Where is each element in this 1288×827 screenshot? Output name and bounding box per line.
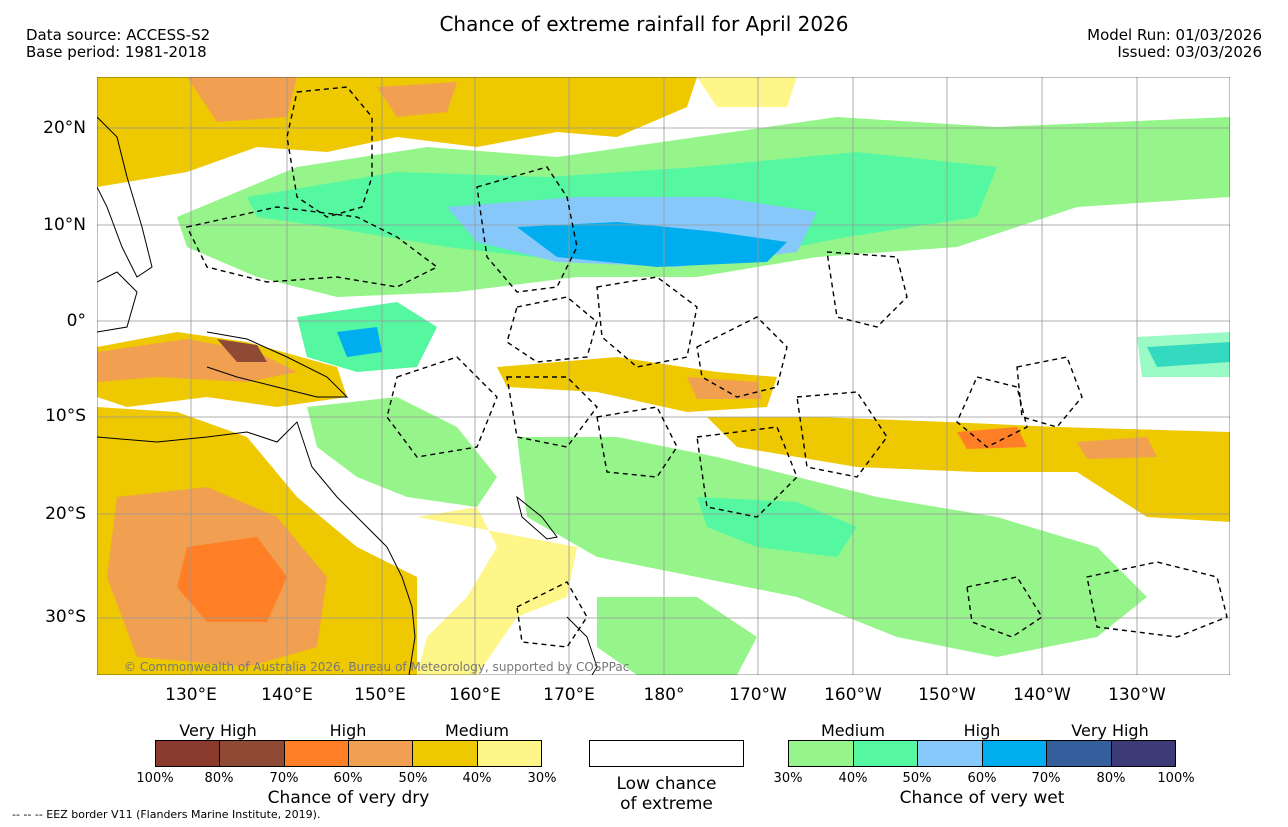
lat-label-20n: 20°N [43, 118, 86, 138]
lat-label-20s: 20°S [45, 504, 86, 524]
dry-category-high: High [329, 721, 367, 740]
wet-swatch [982, 741, 1047, 766]
new-guinea-coast [206, 331, 349, 398]
dry-pct-tick: 100% [136, 771, 174, 786]
wet-region-itcz-core [517, 222, 787, 267]
dry-pct-tick: 70% [269, 771, 299, 786]
lon-label-130w: 130°W [1108, 685, 1166, 705]
wet-region-south-teal [697, 497, 857, 557]
data-source: Data source: ACCESS-S2 [26, 26, 211, 44]
lon-label-160e: 160°E [449, 685, 501, 705]
model-run: Model Run: 01/03/2026 [1087, 26, 1262, 44]
issued-date: Issued: 03/03/2026 [1117, 43, 1262, 61]
borneo-coast [97, 271, 138, 333]
wet-swatch [1047, 741, 1112, 766]
wet-regions [177, 117, 1230, 675]
low-chance-line1: Low chance [616, 774, 717, 794]
coastlines [97, 116, 598, 675]
eez-borders [185, 86, 1228, 648]
dry-swatch [220, 741, 285, 766]
dry-regions [97, 77, 1230, 675]
lat-label-0: 0° [66, 311, 86, 331]
dry-region-east-orange [957, 427, 1027, 449]
graticule [97, 77, 1230, 675]
wet-region-bismarck-blue [337, 327, 382, 357]
philippines-coast [97, 116, 153, 278]
copyright: © Commonwealth of Australia 2026, Bureau… [124, 660, 629, 674]
wet-category-high: High [963, 721, 1001, 740]
dry-pct-tick: 80% [204, 771, 234, 786]
dry-swatch [477, 741, 541, 766]
wet-swatch [789, 741, 854, 766]
lon-label-150w: 150°W [918, 685, 976, 705]
dry-pct-tick: 30% [527, 771, 557, 786]
lon-label-130e: 130°E [165, 685, 217, 705]
dry-pct-tick: 50% [398, 771, 428, 786]
wet-caption: Chance of very wet [899, 788, 1065, 808]
lon-label-170w: 170°W [729, 685, 787, 705]
wet-swatch [918, 741, 983, 766]
wet-swatch [853, 741, 918, 766]
dry-swatch [156, 741, 221, 766]
lat-label-10s: 10°S [45, 406, 86, 426]
dry-colorbar [155, 740, 542, 767]
wet-colorbar [788, 740, 1176, 767]
header-left: Data source: ACCESS-S2 Base period: 1981… [26, 27, 210, 61]
lon-label-180: 180° [643, 685, 685, 705]
wet-pct-tick: 60% [967, 771, 997, 786]
dry-region-nw-light [697, 77, 797, 107]
dry-region-png-dark [217, 339, 267, 362]
wet-region-coral-sea [307, 397, 497, 507]
dry-region-central-orange [687, 377, 762, 399]
dry-region-sw-yellow [417, 507, 577, 675]
eez-footnote: -- -- -- EEZ border V11 (Flanders Marine… [12, 808, 321, 821]
dry-region-north-orange [187, 77, 297, 122]
new-caledonia-coast [516, 495, 558, 540]
dry-region-australia-core [177, 537, 287, 622]
dry-caption: Chance of very dry [267, 788, 430, 808]
wet-pct-tick: 30% [773, 771, 803, 786]
dry-category-medium: Medium [445, 721, 509, 740]
wet-category-very-high: Very High [1071, 721, 1149, 740]
dry-pct-tick: 40% [462, 771, 492, 786]
new-zealand-coast [566, 616, 598, 675]
dry-region-png-orange [97, 339, 297, 382]
wet-pct-tick: 70% [1031, 771, 1061, 786]
australia-coast [97, 421, 416, 675]
lon-label-140w: 140°W [1013, 685, 1071, 705]
dry-category-very-high: Very High [179, 721, 257, 740]
low-chance-caption: Low chance of extreme [589, 774, 744, 814]
lon-label-140e: 140°E [261, 685, 313, 705]
wet-pct-tick: 80% [1096, 771, 1126, 786]
rainfall-map: © Commonwealth of Australia 2026, Bureau… [97, 77, 1230, 675]
dry-pct-tick: 60% [333, 771, 363, 786]
wet-region-southeast [597, 597, 757, 675]
lat-label-30s: 30°S [45, 607, 86, 627]
header-right: Model Run: 01/03/2026 Issued: 03/03/2026 [1087, 27, 1262, 61]
dry-swatch [413, 741, 478, 766]
dry-swatch [348, 741, 414, 766]
lon-label-160w: 160°W [824, 685, 882, 705]
wet-swatch [1111, 741, 1175, 766]
lon-label-170e: 170°E [543, 685, 595, 705]
map-title: Chance of extreme rainfall for April 202… [439, 12, 849, 36]
low-chance-swatch [589, 740, 744, 767]
lon-label-150e: 150°E [354, 685, 406, 705]
dry-region-north-orange-2 [377, 82, 457, 117]
wet-region-east-green [1137, 332, 1230, 377]
low-chance-line2: of extreme [620, 794, 713, 814]
wet-category-medium: Medium [821, 721, 885, 740]
dry-swatch [284, 741, 349, 766]
lat-label-10n: 10°N [43, 215, 86, 235]
wet-pct-tick: 40% [838, 771, 868, 786]
base-period: Base period: 1981-2018 [26, 43, 207, 61]
wet-pct-tick: 50% [902, 771, 932, 786]
wet-pct-tick: 100% [1157, 771, 1195, 786]
